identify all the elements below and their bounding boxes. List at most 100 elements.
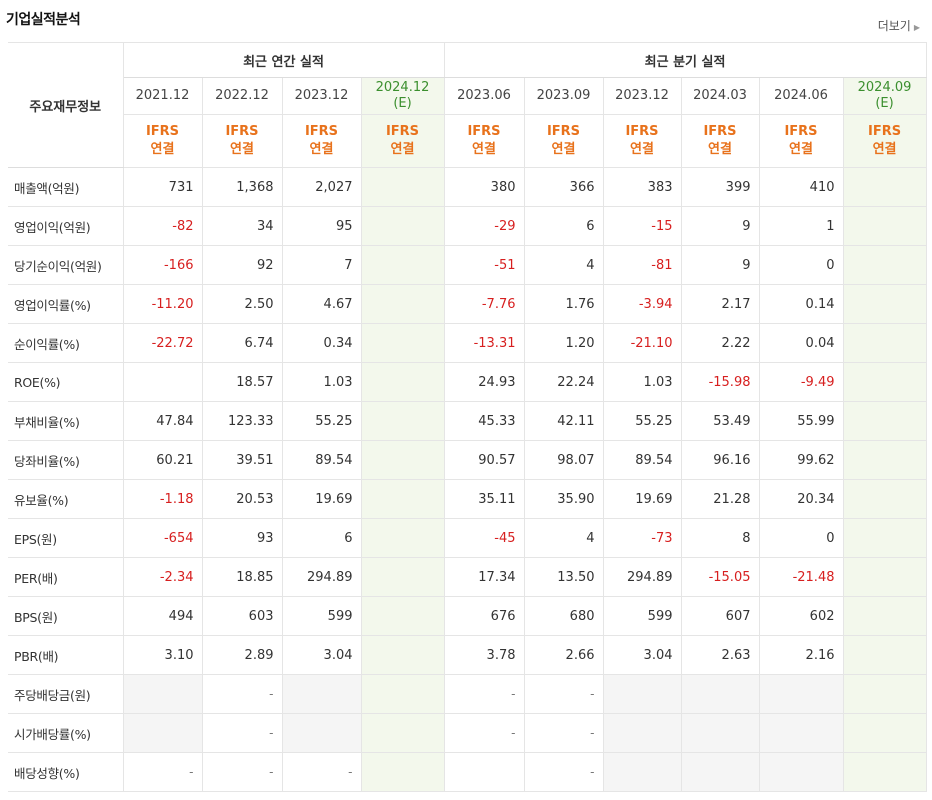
value-cell [360,206,445,246]
value-cell [360,284,445,324]
value-cell: 680 [523,596,604,636]
value-cell: 17.34 [443,557,525,597]
value-cell [360,557,445,597]
value-cell: 53.49 [680,401,760,441]
value-cell: 92 [201,245,283,285]
value-cell: 1,368 [201,167,283,207]
value-cell: -21.48 [758,557,844,597]
value-cell: -13.31 [443,323,525,363]
value-cell [842,479,927,519]
value-cell: 2.89 [201,635,283,675]
ifrs-label: IFRS [467,124,501,139]
value-cell: 731 [122,167,203,207]
value-cell [842,440,927,480]
row-label-header: 주요재무정보 [8,42,124,168]
value-cell: - [201,674,283,714]
value-cell: 2.16 [758,635,844,675]
value-cell: -654 [122,518,203,558]
value-cell: 4 [523,245,604,285]
section-title: 기업실적분석 [6,12,81,28]
more-label: 더보기 [877,19,911,33]
value-cell [842,323,927,363]
value-cell: 294.89 [602,557,682,597]
value-cell: 93 [201,518,283,558]
value-cell [360,323,445,363]
value-cell: 39.51 [201,440,283,480]
ifrs-label: IFRS [385,124,420,139]
table-row: ROE(%) 18.57 1.03 24.93 22.24 1.03 -15.98 -9.49 [8,362,927,402]
value-cell: 3.04 [602,635,682,675]
row-label: 시가배당률(%) [8,713,124,753]
value-cell [360,596,445,636]
value-cell [842,635,927,675]
value-cell [360,713,445,753]
period-header: 2023.12 [602,77,682,115]
value-cell [842,167,927,207]
consolidated-label: 연결 [472,142,496,157]
value-cell [122,362,203,402]
estimate-mark: (E) [393,96,412,111]
period-header: 2023.09 [523,77,604,115]
value-cell: 55.25 [602,401,682,441]
row-label: 순이익률(%) [8,323,124,363]
value-cell: 123.33 [201,401,283,441]
value-cell: 98.07 [523,440,604,480]
value-cell: 599 [602,596,682,636]
ifrs-label: IFRS [546,124,581,139]
value-cell: 1.03 [281,362,362,402]
value-cell: 602 [758,596,844,636]
ifrs-header: IFRS 연결 [602,114,682,168]
period-date: 2024.09 [857,80,912,95]
ifrs-header: IFRS 연결 [122,114,203,168]
value-cell: 3.04 [281,635,362,675]
value-cell: 96.16 [680,440,760,480]
table-row: 시가배당률(%) - - - [8,713,927,753]
value-cell: - [523,713,604,753]
value-cell: -9.49 [758,362,844,402]
value-cell [842,752,927,792]
period-date: 2021.12 [135,88,190,103]
value-cell: 2.22 [680,323,760,363]
value-cell: 0 [758,245,844,285]
row-label: 주당배당금(원) [8,674,124,714]
consolidated-label: 연결 [309,142,334,157]
table-row: 유보율(%) -1.18 20.53 19.69 35.11 35.90 19.69 21.2… [8,479,927,519]
value-cell: 6 [523,206,604,246]
value-cell: -166 [122,245,203,285]
more-link[interactable]: 더보기 ▶ [878,17,920,34]
value-cell: - [523,752,604,792]
value-cell: 2,027 [281,167,362,207]
table-row: EPS(원) -654 93 6 -45 4 -73 8 0 [8,518,927,558]
period-header: 2023.12 [281,77,362,115]
value-cell: - [281,752,362,792]
value-cell [602,752,682,792]
table-row: 매출액(억원) 731 1,368 2,027 380 366 383 399 410 [8,167,927,207]
row-label: 부채비율(%) [8,401,124,441]
period-date: 2022.12 [215,88,269,103]
value-cell: - [523,674,604,714]
value-cell [360,752,445,792]
consolidated-label: 연결 [230,142,254,157]
value-cell: 21.28 [680,479,760,519]
value-cell: -7.76 [443,284,525,324]
value-cell: 45.33 [443,401,525,441]
value-cell: -1.18 [122,479,203,519]
value-cell: 494 [122,596,203,636]
table-row: BPS(원) 494 603 599 676 680 599 607 602 [8,596,927,636]
value-cell: 13.50 [523,557,604,597]
value-cell: 6.74 [201,323,283,363]
value-cell: -15.98 [680,362,760,402]
table-row: 배당성향(%) - - - - [8,752,927,792]
ifrs-label: IFRS [304,124,339,139]
value-cell: 19.69 [281,479,362,519]
value-cell: -81 [602,245,682,285]
value-cell: 3.78 [443,635,525,675]
value-cell [842,557,927,597]
row-label: EPS(원) [8,518,124,558]
period-header: 2024.12 (E) [360,77,445,115]
table-row: 당기순이익(억원) -166 92 7 -51 4 -81 9 0 [8,245,927,285]
value-cell [680,713,760,753]
value-cell: 6 [281,518,362,558]
value-cell: 18.85 [201,557,283,597]
value-cell: -45 [443,518,525,558]
